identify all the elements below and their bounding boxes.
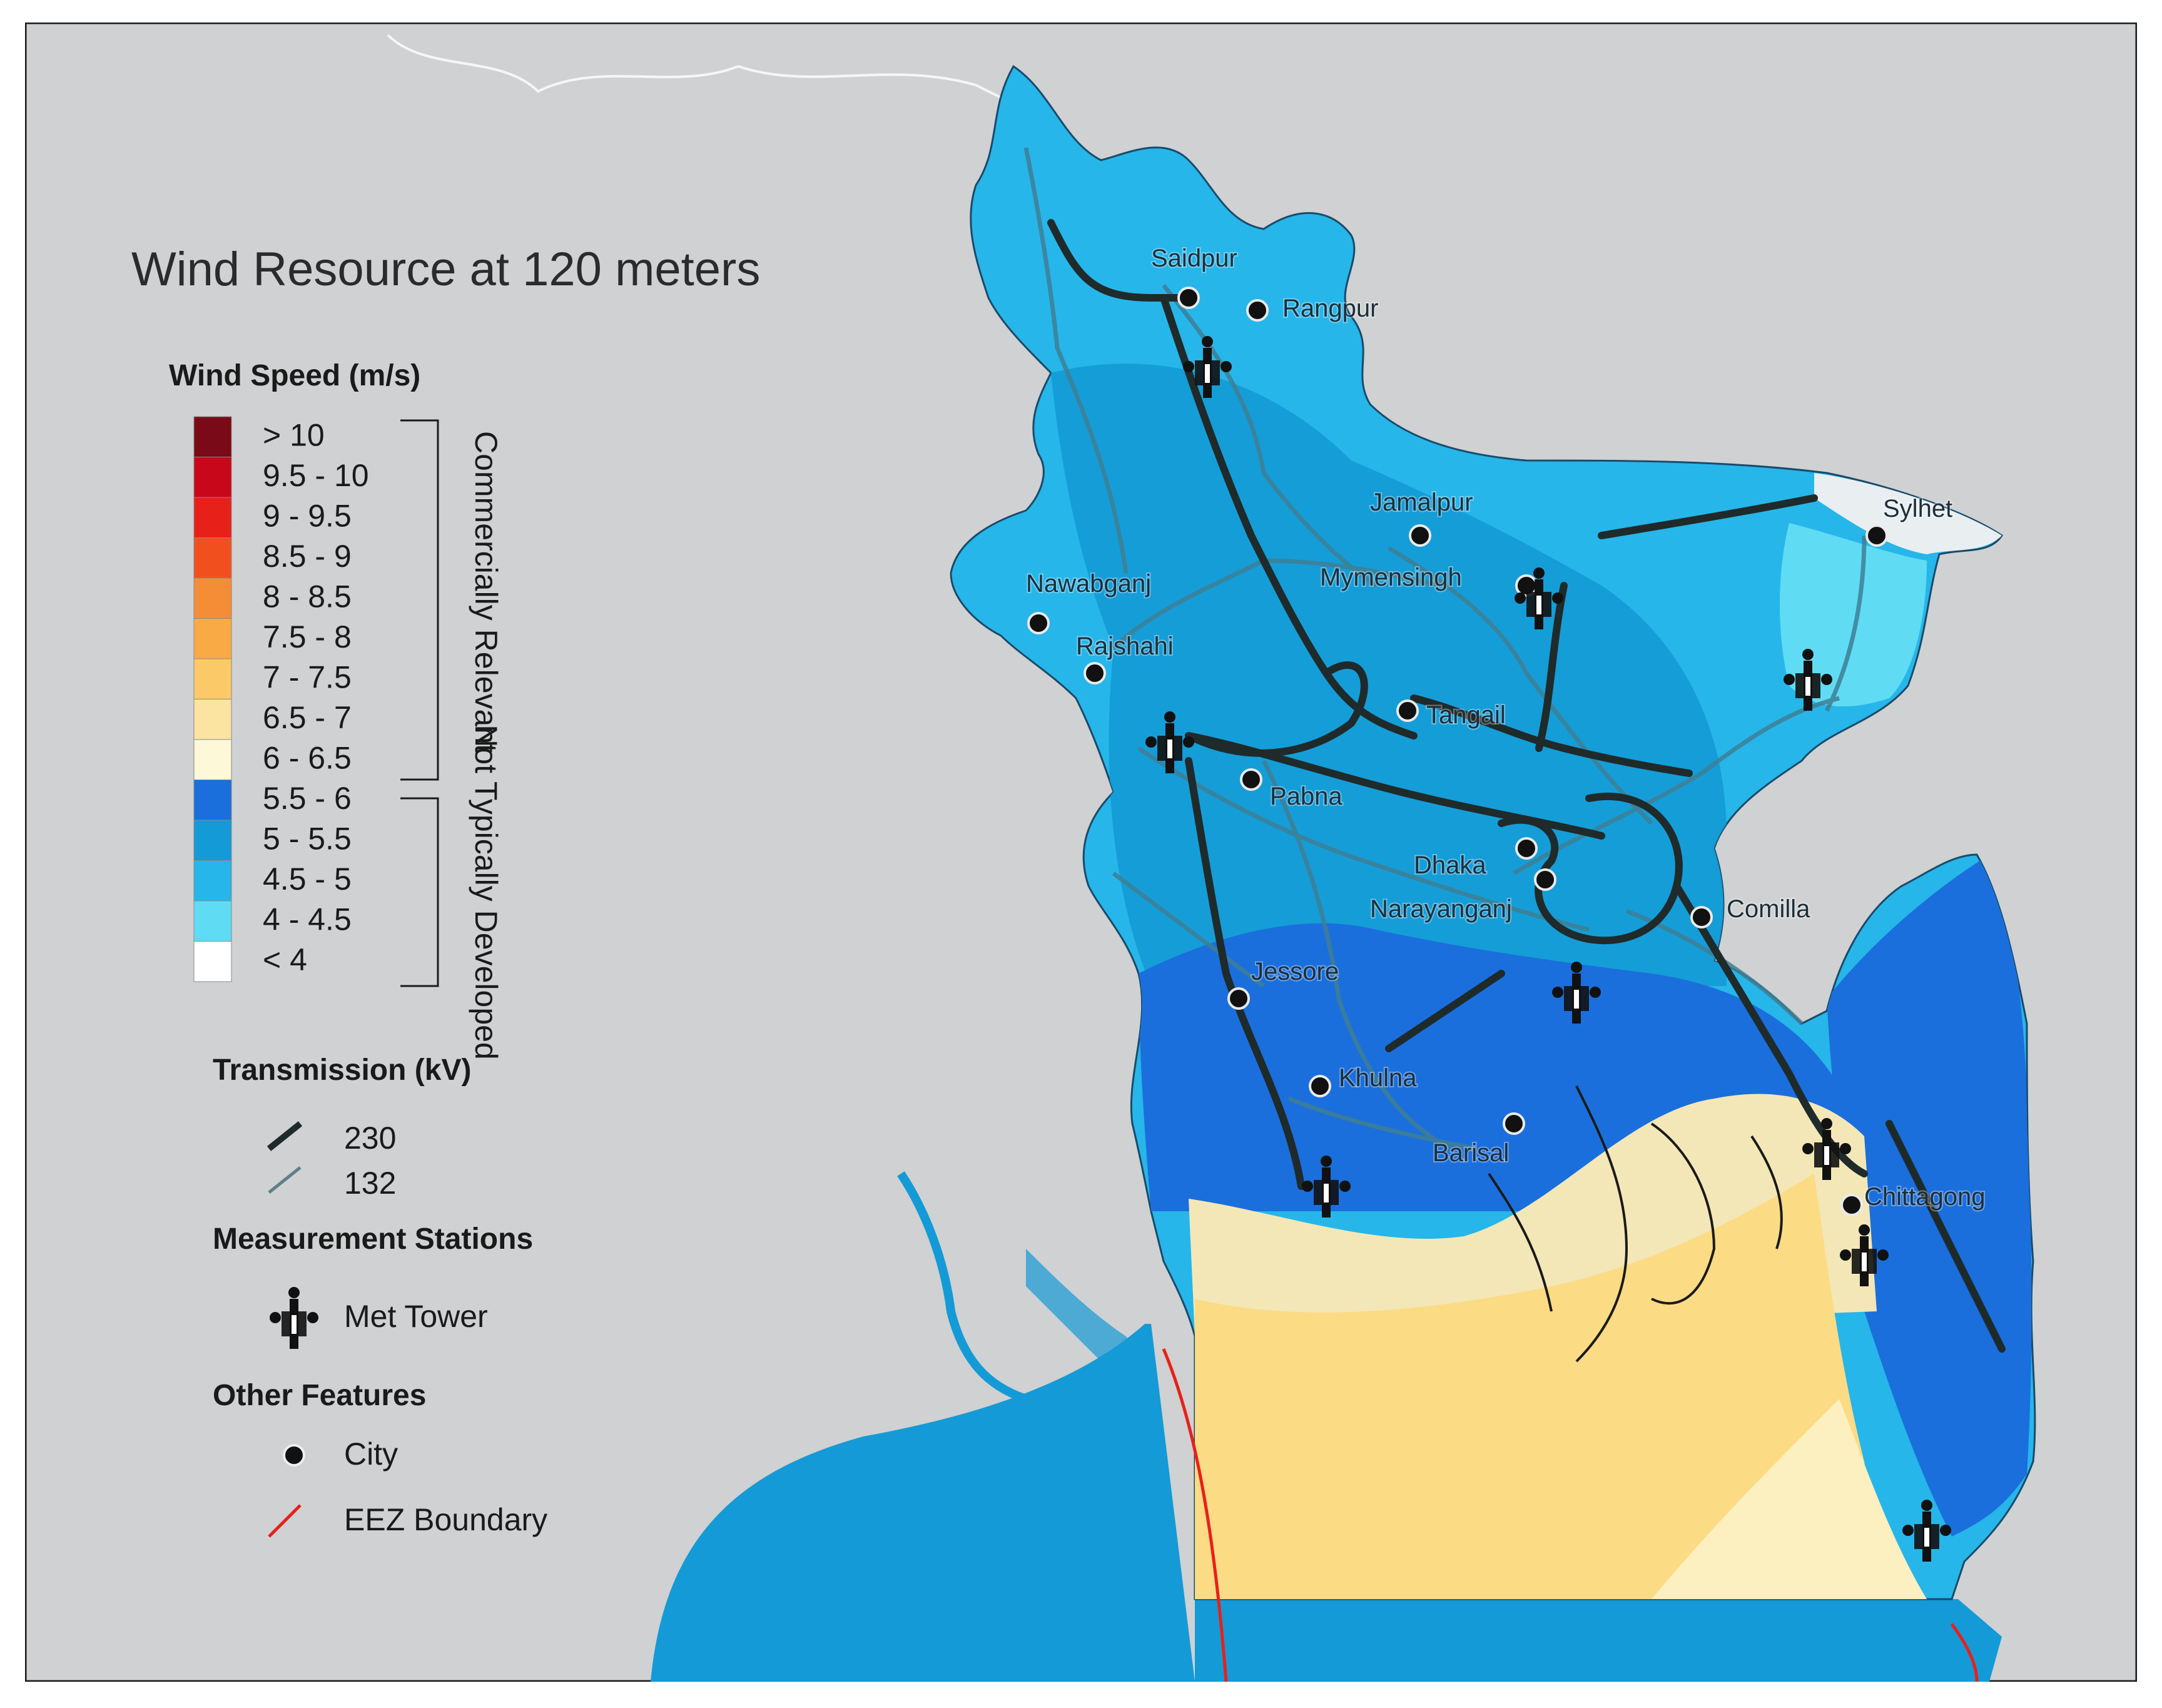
sea-south-strip — [1195, 1599, 2002, 1682]
city-marker — [1840, 1194, 1863, 1216]
legend-class-label: 7 - 7.5 — [263, 659, 352, 694]
wind-speed-zones — [1051, 363, 2032, 1599]
legend-swatch — [193, 900, 232, 942]
legend-swatch — [193, 780, 232, 821]
city-label: Jamalpur — [1370, 489, 1473, 516]
map-title: Wind Resource at 120 meters — [131, 243, 760, 296]
map-canvas: Saidpur Rangpur Jamalpur Sylhet Mymensingh Na… — [23, 21, 2139, 1684]
legend-swatch — [193, 739, 232, 780]
eez-legend-label: EEZ Boundary — [344, 1502, 547, 1537]
city-legend-icon — [283, 1444, 305, 1467]
legend-swatch — [193, 537, 232, 579]
legend-class-label: 7.5 - 8 — [263, 619, 352, 654]
city-label: Pabna — [1270, 783, 1342, 810]
city-label: Sylhet — [1883, 495, 1952, 522]
city-label: Saidpur — [1151, 245, 1237, 272]
eez-boundary-east — [1950, 1623, 1979, 1682]
bay-of-bengal — [651, 1324, 1195, 1682]
zone-sylhet-pale — [1814, 473, 2002, 554]
legend-swatch — [193, 416, 232, 457]
legend-swatch — [193, 820, 232, 861]
city-marker — [1246, 299, 1269, 322]
legend-class-label: 4.5 - 5 — [263, 862, 352, 897]
not-developed-group-label: Not Typically Developed — [469, 724, 504, 1059]
international-border — [387, 34, 1027, 111]
legend-class-label: 9 - 9.5 — [263, 498, 352, 533]
transmission-230-label: 230 — [344, 1121, 396, 1156]
city-marker — [1240, 768, 1262, 791]
legend-swatch — [193, 497, 232, 538]
city-label: Narayanganj — [1370, 895, 1512, 923]
city-label: Chittagong — [1864, 1183, 1985, 1211]
legend-class-label: 8.5 - 9 — [263, 539, 352, 574]
legend-class-label: 6 - 6.5 — [263, 740, 352, 775]
legend-class-label: 6.5 - 7 — [263, 700, 352, 735]
commercial-bracket — [400, 419, 439, 781]
city-marker — [1690, 906, 1713, 928]
legend: Wind Speed (m/s) > 10 9.5 - 10 9 - 9.5 8.5 … — [169, 359, 547, 1538]
city-label: Khulna — [1339, 1064, 1417, 1092]
transmission-132kv — [1023, 147, 1867, 1151]
wind-resource-map: Saidpur Rangpur Jamalpur Sylhet Mymensingh Na… — [23, 21, 2139, 1684]
legend-class-label: < 4 — [263, 942, 307, 977]
city-label: Rajshahi — [1076, 633, 1174, 660]
city-marker — [1227, 987, 1250, 1010]
zone-5-5.5 — [1051, 363, 1727, 986]
transmission-132-label: 132 — [344, 1166, 396, 1201]
stations-heading: Measurement Stations — [213, 1223, 533, 1256]
transmission-heading: Transmission (kV) — [213, 1054, 471, 1087]
city-marker — [1534, 868, 1556, 891]
transmission-230-swatch — [266, 1121, 303, 1151]
legend-class-label: 4 - 4.5 — [263, 902, 352, 937]
city-label: Comilla — [1727, 895, 1810, 923]
city-marker — [1027, 612, 1050, 634]
transmission-132-swatch — [268, 1166, 302, 1194]
coastal-inlet — [1026, 1249, 1151, 1386]
city-label: Barisal — [1433, 1139, 1509, 1167]
eez-legend-swatch — [268, 1504, 302, 1538]
cities-layer: Saidpur Rangpur Jamalpur Sylhet Mymensingh Na… — [1025, 243, 1986, 1216]
city-label: Rangpur — [1282, 295, 1378, 322]
wind-speed-heading: Wind Speed (m/s) — [169, 359, 420, 392]
met-tower-label: Met Tower — [344, 1299, 488, 1334]
city-marker — [1177, 287, 1200, 309]
legend-class-label: 9.5 - 10 — [263, 458, 369, 493]
legend-swatch — [193, 457, 232, 498]
legend-class-label: 5.5 - 6 — [263, 781, 352, 816]
legend-swatch — [193, 658, 232, 699]
legend-class-label: 5 - 5.5 — [263, 821, 352, 856]
legend-swatch — [193, 618, 232, 659]
city-label: Dhaka — [1414, 851, 1486, 879]
zone-sylhet-cyan — [1780, 523, 1927, 707]
city-marker — [1084, 662, 1106, 684]
other-features-heading: Other Features — [213, 1379, 426, 1412]
city-legend-label: City — [344, 1436, 398, 1472]
coastal-islands — [1488, 1085, 1783, 1363]
city-marker — [1865, 524, 1888, 547]
zone-offshore — [1195, 1174, 1902, 1599]
legend-swatch — [193, 577, 232, 619]
city-label: Tangail — [1426, 701, 1506, 729]
legend-swatch — [193, 699, 232, 740]
eez-boundary — [1162, 1348, 1228, 1682]
not-developed-bracket — [400, 797, 439, 987]
legend-swatch — [193, 941, 232, 982]
river-west — [897, 1171, 1028, 1403]
zone-offshore-pale — [1652, 1399, 1927, 1599]
legend-class-label: > 10 — [263, 417, 325, 452]
city-label: Nawabganj — [1026, 570, 1151, 597]
city-marker — [1515, 837, 1538, 860]
legend-swatch — [193, 860, 232, 902]
city-marker — [1309, 1075, 1331, 1097]
commercial-group-label: Commercially Relevant — [469, 431, 504, 753]
city-marker — [1409, 524, 1431, 547]
transmission-230kv — [1047, 219, 2006, 1353]
city-marker — [1503, 1112, 1525, 1135]
legend-wind-classes: > 10 9.5 - 10 9 - 9.5 8.5 - 9 8 - 8.5 7.5 - 8… — [193, 416, 369, 982]
city-label: Mymensingh — [1320, 564, 1462, 591]
legend-class-label: 8 - 8.5 — [263, 579, 352, 614]
city-label: Jessore — [1251, 958, 1339, 985]
city-marker — [1396, 699, 1419, 722]
